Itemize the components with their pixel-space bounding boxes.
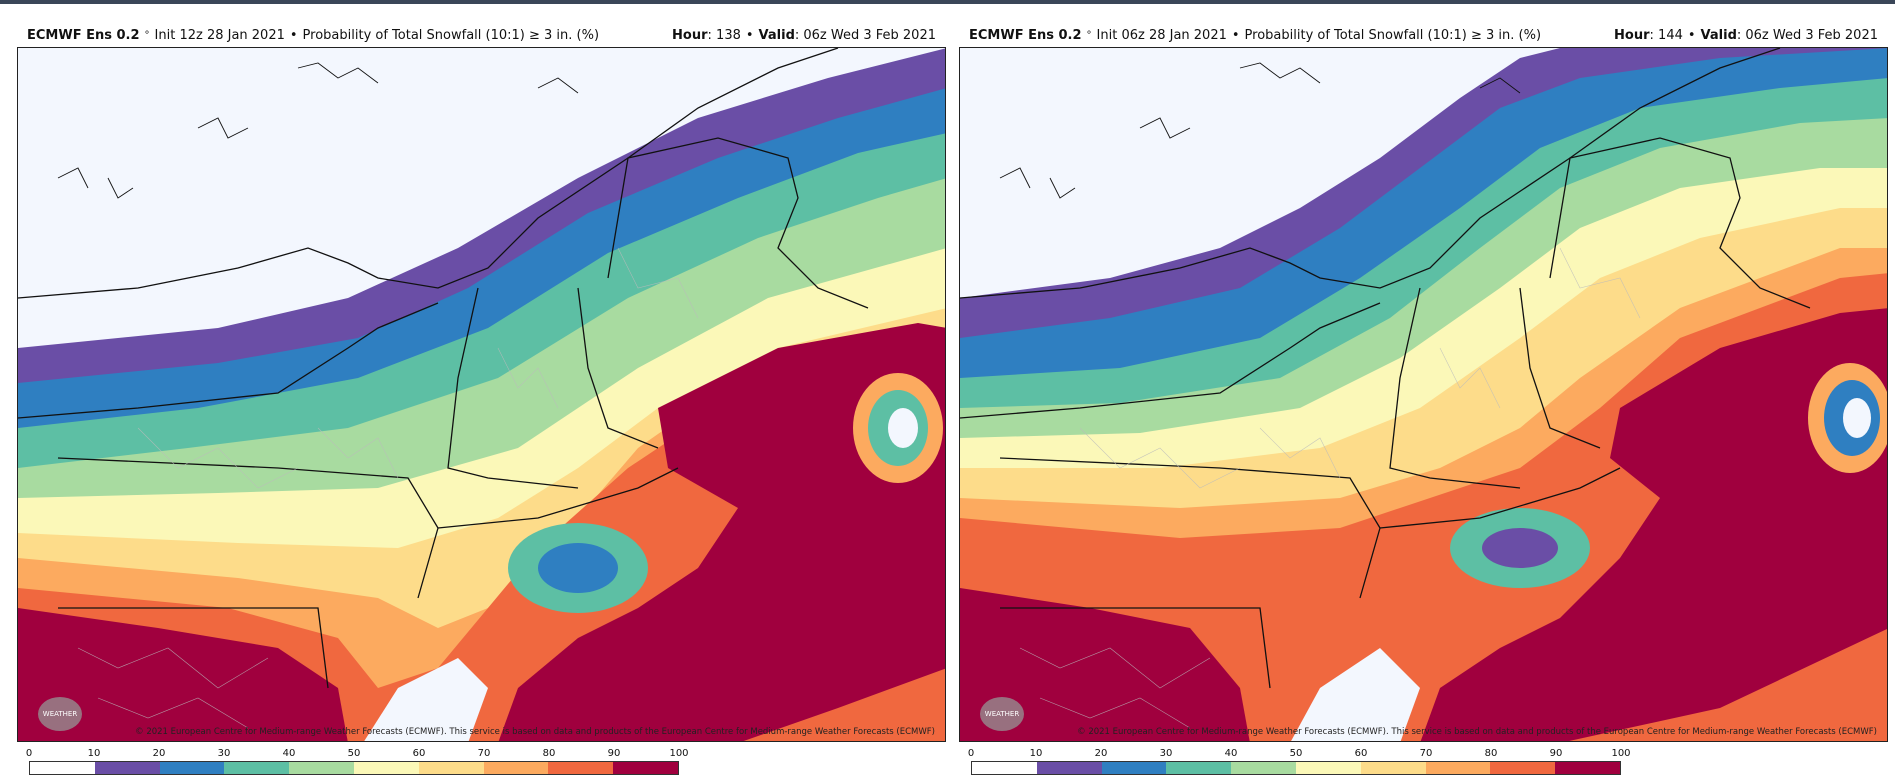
legend-swatch bbox=[1555, 762, 1620, 774]
bullet: • bbox=[745, 27, 754, 43]
legend-swatch bbox=[224, 762, 290, 774]
legend-swatch bbox=[353, 762, 419, 774]
legend-swatch bbox=[1166, 762, 1232, 774]
legend-swatch bbox=[613, 762, 678, 774]
valid-label: Valid bbox=[758, 27, 795, 43]
hour-label: Hour bbox=[1614, 27, 1650, 43]
legend-tick-label: 60 bbox=[412, 748, 426, 759]
hour-label: Hour bbox=[672, 27, 708, 43]
valid-value: : 06z Wed 3 Feb 2021 bbox=[794, 27, 936, 43]
legend-swatch bbox=[1490, 762, 1556, 774]
color-legend: 0 10 20 30 40 50 60 70 80 90 100 bbox=[967, 748, 1631, 782]
legend-swatch bbox=[1101, 762, 1167, 774]
legend-tick-label: 50 bbox=[1289, 748, 1303, 759]
copyright-text: © 2021 European Centre for Medium-range … bbox=[135, 727, 935, 737]
legend-tick-label: 100 bbox=[1611, 748, 1631, 759]
legend-swatch bbox=[483, 762, 549, 774]
map-panel-left: ECMWF Ens 0.2 ° Init 12z 28 Jan 2021 • Pr… bbox=[17, 20, 946, 782]
legend-bar bbox=[971, 761, 1621, 775]
bullet: • bbox=[1687, 27, 1696, 43]
top-bar bbox=[0, 0, 1895, 4]
hour-value: : 138 bbox=[707, 27, 741, 43]
legend-swatch bbox=[1295, 762, 1361, 774]
init-time: Init 06z 28 Jan 2021 bbox=[1096, 27, 1227, 43]
legend-tick-label: 50 bbox=[347, 748, 361, 759]
legend-tick-label: 30 bbox=[217, 748, 231, 759]
legend-tick-label: 80 bbox=[1484, 748, 1498, 759]
legend-tick-label: 10 bbox=[1029, 748, 1043, 759]
legend-swatch bbox=[159, 762, 225, 774]
legend-tick-label: 70 bbox=[477, 748, 491, 759]
panel-title-bar: ECMWF Ens 0.2 ° Init 06z 28 Jan 2021 • Pr… bbox=[959, 24, 1888, 46]
legend-tick-label: 30 bbox=[1159, 748, 1173, 759]
degree-symbol: ° bbox=[1086, 29, 1092, 41]
degree-symbol: ° bbox=[144, 29, 150, 41]
map-graphic bbox=[18, 48, 945, 741]
valid-value: : 06z Wed 3 Feb 2021 bbox=[1736, 27, 1878, 43]
legend-bar bbox=[29, 761, 679, 775]
legend-swatch bbox=[972, 762, 1037, 774]
legend-tick-label: 80 bbox=[542, 748, 556, 759]
legend-ticks: 0 10 20 30 40 50 60 70 80 90 100 bbox=[967, 748, 1631, 760]
panel-title-bar: ECMWF Ens 0.2 ° Init 12z 28 Jan 2021 • Pr… bbox=[17, 24, 946, 46]
legend-swatch bbox=[30, 762, 95, 774]
bullet: • bbox=[1231, 27, 1240, 43]
legend-tick-label: 40 bbox=[282, 748, 296, 759]
legend-tick-label: 40 bbox=[1224, 748, 1238, 759]
legend-swatch bbox=[1231, 762, 1296, 774]
legend-swatch bbox=[1425, 762, 1491, 774]
legend-tick-label: 90 bbox=[607, 748, 621, 759]
legend-swatch bbox=[289, 762, 354, 774]
snowfall-probability-map[interactable]: WEATHER © 2021 European Centre for Mediu… bbox=[17, 47, 946, 742]
legend-swatch bbox=[1036, 762, 1102, 774]
valid-label: Valid bbox=[1700, 27, 1737, 43]
legend-tick-label: 20 bbox=[1094, 748, 1108, 759]
legend-tick-label: 20 bbox=[152, 748, 166, 759]
legend-swatch bbox=[548, 762, 614, 774]
product-description: Probability of Total Snowfall (10:1) ≥ 3… bbox=[302, 27, 600, 43]
legend-tick-label: 90 bbox=[1549, 748, 1563, 759]
legend-swatch bbox=[1360, 762, 1426, 774]
hour-value: : 144 bbox=[1649, 27, 1683, 43]
weatherbell-logo: WEATHER bbox=[38, 697, 82, 731]
legend-tick-label: 100 bbox=[669, 748, 689, 759]
legend-tick-label: 10 bbox=[87, 748, 101, 759]
map-panel-right: ECMWF Ens 0.2 ° Init 06z 28 Jan 2021 • Pr… bbox=[959, 20, 1888, 782]
product-description: Probability of Total Snowfall (10:1) ≥ 3… bbox=[1244, 27, 1542, 43]
legend-tick-label: 70 bbox=[1419, 748, 1433, 759]
init-time: Init 12z 28 Jan 2021 bbox=[154, 27, 285, 43]
snowfall-probability-map[interactable]: WEATHER © 2021 European Centre for Mediu… bbox=[959, 47, 1888, 742]
legend-swatch bbox=[94, 762, 160, 774]
legend-tick-label: 60 bbox=[1354, 748, 1368, 759]
bullet: • bbox=[289, 27, 298, 43]
copyright-text: © 2021 European Centre for Medium-range … bbox=[1077, 727, 1877, 737]
model-name: ECMWF Ens 0.2 bbox=[27, 27, 140, 43]
color-legend: 0 10 20 30 40 50 60 70 80 90 100 bbox=[25, 748, 689, 782]
legend-tick-label: 0 bbox=[25, 748, 33, 759]
weatherbell-logo: WEATHER bbox=[980, 697, 1024, 731]
legend-tick-label: 0 bbox=[967, 748, 975, 759]
map-graphic bbox=[960, 48, 1887, 741]
model-name: ECMWF Ens 0.2 bbox=[969, 27, 1082, 43]
legend-ticks: 0 10 20 30 40 50 60 70 80 90 100 bbox=[25, 748, 689, 760]
legend-swatch bbox=[418, 762, 484, 774]
